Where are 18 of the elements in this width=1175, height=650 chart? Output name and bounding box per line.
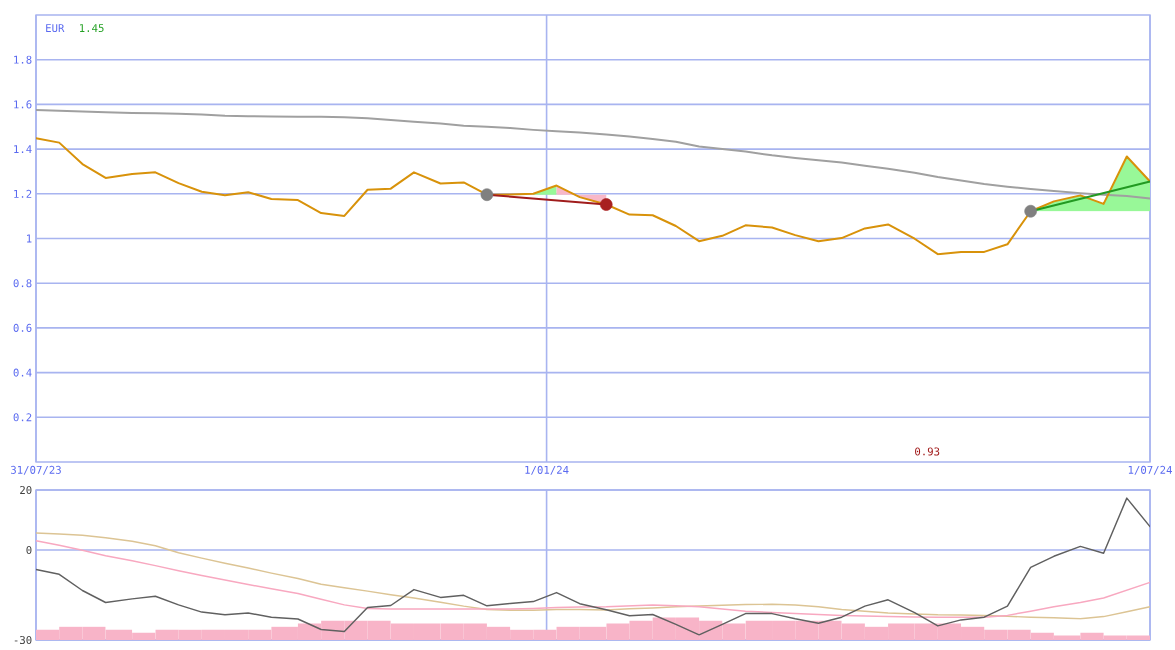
y-tick-label: 1.6 bbox=[14, 100, 32, 109]
y-tick-label: 20 bbox=[20, 485, 32, 495]
y-tick-label: -30 bbox=[14, 635, 32, 645]
x-tick-label: 1/01/24 bbox=[525, 465, 569, 475]
x-tick-label: 31/07/23 bbox=[11, 465, 61, 475]
y-axis-title: EUR bbox=[46, 24, 65, 33]
y-tick-label: 1.4 bbox=[14, 145, 32, 153]
y-tick-label: 1.8 bbox=[14, 55, 32, 64]
y-tick-label: 0.4 bbox=[13, 368, 32, 377]
y-tick-label: 1 bbox=[27, 234, 32, 243]
annotation: 1.45 bbox=[80, 24, 104, 33]
annotation: 0.93 bbox=[915, 447, 940, 456]
y-tick-label: 0 bbox=[26, 545, 32, 555]
y-tick-label: 1.2 bbox=[14, 189, 32, 198]
y-tick-label: 0.2 bbox=[13, 413, 32, 422]
y-tick-label: 0.8 bbox=[13, 279, 32, 288]
x-tick-label: 1/07/24 bbox=[1128, 465, 1172, 475]
y-tick-label: 0.6 bbox=[13, 323, 32, 332]
